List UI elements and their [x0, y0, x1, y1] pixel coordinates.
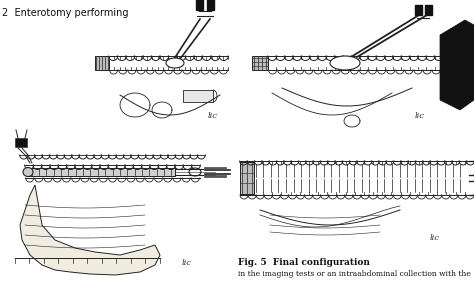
Polygon shape	[20, 185, 160, 275]
Bar	[252, 56, 268, 70]
Ellipse shape	[189, 168, 201, 176]
Bar	[240, 162, 254, 194]
Ellipse shape	[23, 168, 33, 176]
Text: Fig. 5  Final configuration: Fig. 5 Final configuration	[238, 258, 370, 267]
Bar	[95, 56, 109, 70]
Bar	[15, 138, 27, 147]
Text: lic: lic	[415, 112, 425, 120]
Polygon shape	[440, 20, 474, 110]
Text: lic: lic	[182, 259, 192, 267]
Ellipse shape	[330, 56, 360, 70]
Text: lic: lic	[208, 112, 218, 120]
Text: in the imaging tests or an intraabdominal collection with the: in the imaging tests or an intraabdomina…	[238, 270, 471, 278]
Bar	[415, 5, 422, 15]
Bar	[207, 0, 214, 10]
Bar	[183, 90, 213, 102]
Bar	[28, 168, 175, 176]
Bar	[425, 5, 432, 15]
Bar	[196, 0, 203, 10]
Ellipse shape	[166, 58, 184, 68]
Text: lic: lic	[430, 234, 440, 242]
Text: 2  Enterotomy performing: 2 Enterotomy performing	[2, 8, 128, 18]
